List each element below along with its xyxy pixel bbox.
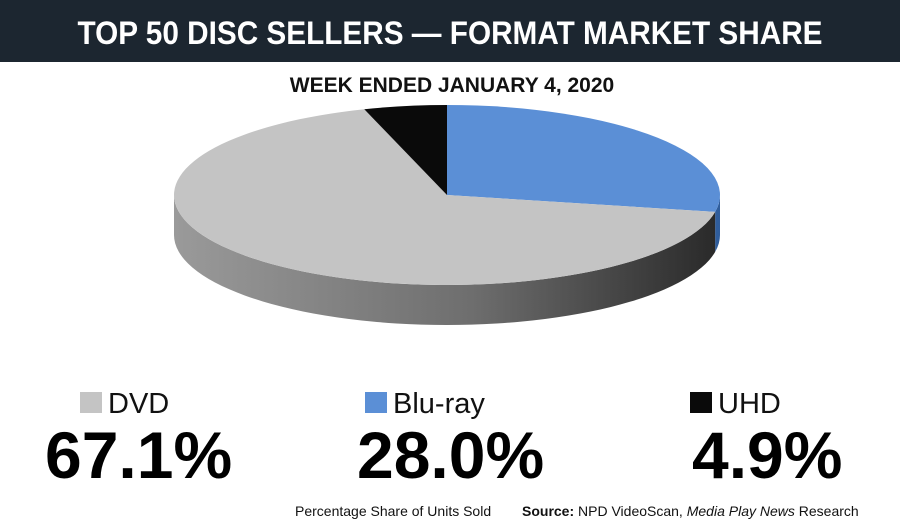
title-bar (0, 0, 900, 62)
source: Source: NPD VideoScan, Media Play News R… (522, 503, 859, 519)
value-label: 28.0% (357, 418, 544, 492)
legend-label: UHD (718, 388, 781, 420)
slice (447, 105, 720, 212)
chart-title: TOP 50 DISC SELLERS — FORMAT MARKET SHAR… (78, 15, 823, 51)
legend-swatch (690, 392, 712, 413)
slice (364, 105, 447, 195)
legend-swatch (365, 392, 387, 413)
legend-swatch (80, 392, 102, 413)
slice-side (174, 195, 716, 325)
value-label: 67.1% (45, 418, 232, 492)
source-suffix: Research (799, 503, 859, 519)
slice-side (715, 195, 720, 252)
footnote: Percentage Share of Units Sold (295, 503, 491, 519)
legend-label: DVD (108, 388, 169, 420)
legend-label: Blu-ray (393, 388, 485, 420)
source-label: Source: (522, 503, 574, 519)
slice (173, 109, 716, 285)
source-publication: Media Play News (687, 503, 795, 519)
chart-subtitle: WEEK ENDED JANUARY 4, 2020 (290, 74, 614, 97)
pie (173, 105, 720, 325)
value-label: 4.9% (692, 418, 842, 492)
source-name: NPD VideoScan, (578, 503, 683, 519)
